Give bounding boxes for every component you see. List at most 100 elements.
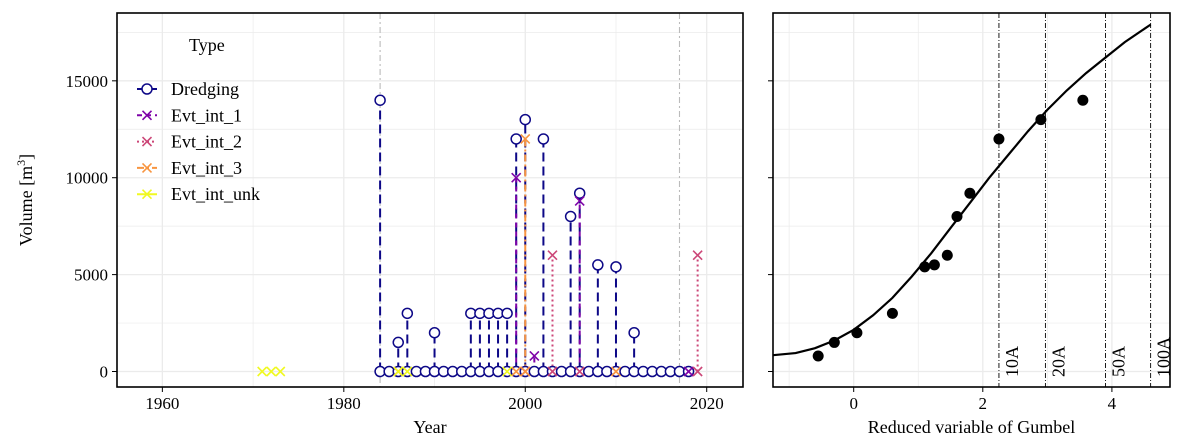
x-tick-label: 1960 (145, 394, 179, 413)
point-evt_int_1 (529, 350, 540, 362)
point-evt_int_unk-b (402, 366, 413, 377)
data-point (964, 187, 976, 199)
point-dredging (564, 210, 577, 223)
point-evt_int_3 (511, 366, 522, 377)
legend-key-x-b (141, 162, 153, 173)
legend-title: Type (189, 35, 225, 55)
x-axis-label: Year (413, 417, 446, 437)
legend: Type Dredging Evt_int_1 Evt_int_2 Evt_int_3 E… (137, 35, 260, 204)
y-axis-label-sup: 3 (14, 160, 28, 166)
point-evt_int_1-b (574, 195, 585, 207)
x-tick-label: 4 (1108, 394, 1117, 413)
legend-key-x (141, 189, 153, 200)
point-dredging (592, 259, 604, 271)
legend-label: Evt_int_2 (171, 132, 242, 152)
point-evt_int_1 (511, 172, 522, 183)
point-evt_int_2 (692, 250, 703, 261)
data-point (1077, 94, 1089, 106)
x-axis-label: Reduced variable of Gumbel (868, 417, 1075, 437)
point-dredging (519, 113, 532, 126)
y-axis-label-main: Volume [m (16, 166, 36, 246)
x-tick-label: 2 (979, 394, 988, 413)
return-period-label: 100A (1154, 337, 1174, 377)
data-point (851, 327, 863, 339)
data-point (812, 350, 824, 362)
y-axis-label: Volume [m3] (14, 154, 36, 246)
point-evt_int_unk (502, 366, 513, 377)
point-evt_int_2 (692, 366, 703, 377)
point-evt_int_3 (610, 366, 622, 377)
point-evt_int_unk-b (275, 366, 286, 377)
point-evt_int_1-b (529, 350, 540, 362)
point-evt_int_2 (574, 366, 585, 377)
return-period-label: 10A (1002, 346, 1022, 377)
point-evt_int_unk (266, 366, 277, 377)
data-point (993, 133, 1005, 145)
left-panel: 1960 1980 2000 2020 0 5000 10000 15000 Year Volum… (14, 12, 744, 437)
data-point (951, 210, 963, 222)
point-dredging (401, 307, 414, 320)
plot-background (117, 13, 743, 387)
point-evt_int_unk (275, 366, 286, 377)
data-point (941, 249, 953, 261)
point-evt_int_2 (547, 366, 558, 377)
x-tick-label: 0 (849, 394, 858, 413)
point-evt_int_1 (683, 366, 694, 377)
point-evt_int_2-b (574, 366, 585, 377)
point-evt_int_3 (520, 366, 531, 377)
point-dredging (428, 326, 441, 339)
point-dredging (501, 307, 513, 320)
point-evt_int_3-b (520, 133, 531, 145)
point-evt_int_unk (257, 366, 268, 377)
point-dredging (510, 133, 522, 145)
point-evt_int_unk (393, 366, 404, 377)
y-tick-label: 15000 (66, 72, 109, 91)
x-tick-label: 1980 (327, 394, 361, 413)
data-point (1035, 114, 1047, 126)
point-evt_int_unk-b (266, 366, 277, 377)
point-dredging (374, 94, 386, 106)
y-tick-label: 5000 (74, 266, 108, 285)
legend-key-x (141, 110, 153, 121)
legend-label: Evt_int_3 (171, 158, 242, 178)
y-tick-label: 0 (100, 362, 109, 381)
data-point (928, 259, 940, 271)
point-evt_int_unk-b (502, 366, 513, 377)
point-evt_int_3-b (610, 366, 622, 377)
point-evt_int_2-b (692, 250, 703, 261)
point-evt_int_1 (574, 195, 585, 207)
point-dredging (537, 133, 550, 145)
point-evt_int_unk-b (257, 366, 268, 377)
plot-border (116, 12, 744, 388)
data-point (919, 261, 931, 273)
legend-key-circle (141, 83, 153, 95)
legend-label: Evt_int_unk (171, 184, 260, 204)
point-dredging (628, 326, 640, 339)
legend-key-x (141, 136, 153, 147)
point-evt_int_1-b (511, 172, 522, 183)
point-evt_int_2 (547, 250, 558, 261)
point-evt_int_2-b (547, 366, 558, 377)
plot-border (772, 12, 1171, 388)
legend-key-x-b (141, 189, 153, 200)
x-tick-label: 2020 (690, 394, 724, 413)
legend-key-x (141, 162, 153, 173)
legend-key-x-b (141, 110, 153, 121)
point-evt_int_unk (402, 366, 413, 377)
return-period-label: 20A (1048, 346, 1068, 377)
point-dredging (573, 187, 586, 199)
x-tick-label: 2000 (508, 394, 542, 413)
point-evt_int_unk-b (393, 366, 404, 377)
point-evt_int_2-b (692, 366, 703, 377)
legend-label: Dredging (171, 79, 239, 99)
point-evt_int_3 (520, 133, 531, 145)
point-dredging (610, 261, 622, 273)
point-evt_int_3-b (511, 366, 522, 377)
y-tick-label: 10000 (66, 169, 109, 188)
y-axis-label-end: ] (16, 154, 36, 160)
return-period-label: 50A (1108, 346, 1128, 377)
data-point (886, 307, 898, 319)
point-evt_int_1-b (683, 366, 694, 377)
right-panel: 10A 20A 50A 100A 0 2 4 Reduced variable of Gumb… (768, 12, 1174, 437)
